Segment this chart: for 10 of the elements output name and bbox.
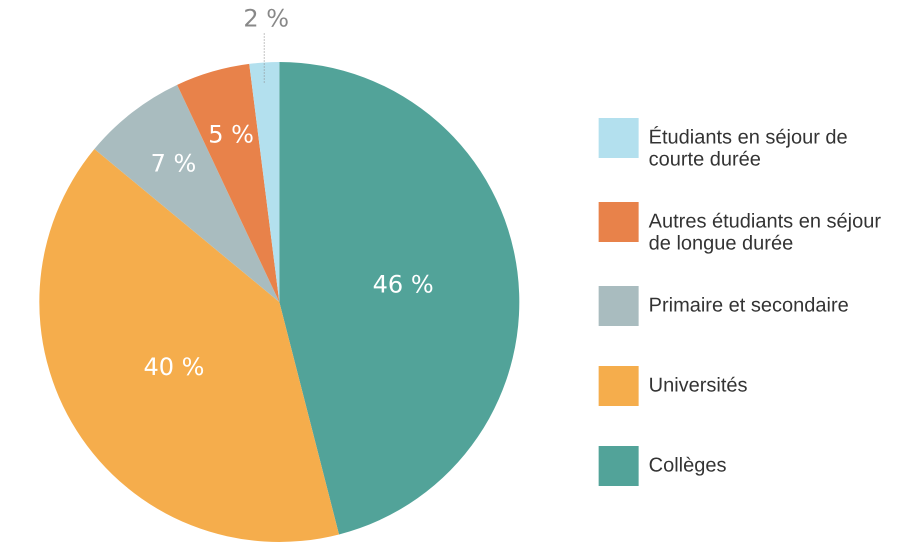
legend-label: Collèges [648, 454, 726, 477]
legend-label: Étudiants en séjour de courte durée [648, 126, 848, 171]
legend-label: Primaire et secondaire [648, 294, 849, 317]
data-label: 2 % [243, 4, 290, 33]
data-label: 5 % [208, 120, 254, 148]
legend-label: Universités [648, 374, 748, 397]
data-label: 46 % [372, 270, 434, 299]
data-label: 40 % [143, 353, 204, 382]
data-label: 7 % [150, 150, 196, 178]
legend-label: Autres étudiants en séjour de longue durée [648, 210, 882, 255]
